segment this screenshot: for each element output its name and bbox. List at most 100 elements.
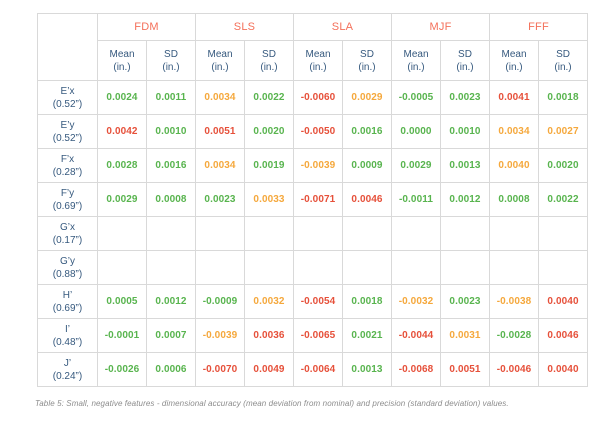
data-cell: 0.0011 <box>146 80 196 115</box>
mean-label: Mean <box>207 48 233 60</box>
table-row: E’y (0.52”) 0.0042 0.0010 0.0051 0.0020 -0.005… <box>37 114 589 149</box>
data-cell: 0.0023 <box>439 284 491 319</box>
row-label: E’y (0.52”) <box>37 114 98 149</box>
unit-label: (in.) <box>113 61 131 73</box>
data-cell <box>342 216 392 251</box>
data-cell <box>195 250 245 285</box>
data-cell: 0.0018 <box>538 80 589 115</box>
data-cell: 0.0041 <box>489 80 540 115</box>
unit-label: (in.) <box>505 61 523 73</box>
data-cell <box>489 250 540 285</box>
data-cell <box>538 216 589 251</box>
data-cell: 0.0000 <box>391 114 441 149</box>
feature-size: (0.69”) <box>52 302 83 314</box>
data-cell: 0.0029 <box>391 148 441 183</box>
mean-header: Mean (in.) <box>97 40 147 81</box>
feature-name: I’ <box>65 323 70 335</box>
data-cell: 0.0018 <box>342 284 392 319</box>
table-body: E’x (0.52”) 0.0024 0.0011 0.0034 0.0022 -0.006… <box>37 80 589 387</box>
unit-label: (in.) <box>456 61 474 73</box>
data-cell: -0.0038 <box>489 284 540 319</box>
data-cell: 0.0029 <box>97 182 147 217</box>
data-cell <box>146 250 196 285</box>
data-cell: 0.0013 <box>342 352 392 387</box>
feature-size: (0.48”) <box>52 336 83 348</box>
row-label: J’ (0.24”) <box>37 352 98 387</box>
mean-label: Mean <box>403 48 429 60</box>
row-label: H’ (0.69”) <box>37 284 98 319</box>
column-group-fff: FFF <box>489 13 589 41</box>
feature-name: F’x <box>60 153 75 165</box>
table-row: I’ (0.48”) -0.0001 0.0007 -0.0039 0.0036 -0.00… <box>37 318 589 353</box>
feature-name: E’x <box>60 85 75 97</box>
data-cell: -0.0070 <box>195 352 245 387</box>
data-cell: 0.0046 <box>538 318 589 353</box>
table-row: J’ (0.24”) -0.0026 0.0006 -0.0070 0.0049 -0.00… <box>37 352 589 387</box>
data-cell <box>244 216 294 251</box>
data-cell: -0.0044 <box>391 318 441 353</box>
data-cell: -0.0050 <box>293 114 343 149</box>
column-group-sls: SLS <box>195 13 294 41</box>
table-row: F’y (0.69”) 0.0029 0.0008 0.0023 0.0033 -0.007… <box>37 182 589 217</box>
unit-label: (in.) <box>407 61 425 73</box>
unit-label: (in.) <box>211 61 229 73</box>
column-group-mjf: MJF <box>390 13 491 41</box>
sd-label: SD <box>360 48 374 60</box>
mean-header: Mean (in.) <box>293 40 343 81</box>
data-cell: 0.0012 <box>146 284 196 319</box>
feature-name: J’ <box>63 357 72 369</box>
row-label: F’x (0.28”) <box>37 148 98 183</box>
feature-size: (0.69”) <box>52 200 83 212</box>
data-cell: 0.0022 <box>538 182 589 217</box>
data-cell: -0.0064 <box>293 352 343 387</box>
data-cell: -0.0028 <box>489 318 540 353</box>
data-cell <box>439 216 491 251</box>
data-cell: -0.0001 <box>97 318 147 353</box>
mean-header: Mean (in.) <box>195 40 245 81</box>
unit-label: (in.) <box>309 61 327 73</box>
data-cell: 0.0012 <box>439 182 491 217</box>
data-cell: 0.0051 <box>439 352 491 387</box>
data-cell: 0.0008 <box>146 182 196 217</box>
data-cell <box>195 216 245 251</box>
feature-name: F’y <box>60 187 75 199</box>
data-cell <box>244 250 294 285</box>
data-cell: 0.0022 <box>244 80 294 115</box>
data-cell <box>489 216 540 251</box>
data-cell: -0.0032 <box>391 284 441 319</box>
data-cell: 0.0042 <box>97 114 147 149</box>
data-cell: -0.0009 <box>195 284 245 319</box>
data-cell: 0.0005 <box>97 284 147 319</box>
data-cell: 0.0034 <box>195 148 245 183</box>
data-cell: 0.0046 <box>342 182 392 217</box>
table-row: F’x (0.28”) 0.0028 0.0016 0.0034 0.0019 -0.003… <box>37 148 589 183</box>
data-cell: 0.0006 <box>146 352 196 387</box>
mean-header: Mean (in.) <box>391 40 441 81</box>
data-cell: -0.0039 <box>195 318 245 353</box>
data-cell: 0.0027 <box>538 114 589 149</box>
unit-label: (in.) <box>260 61 278 73</box>
unit-label: (in.) <box>358 61 376 73</box>
feature-size: (0.24”) <box>52 370 83 382</box>
feature-size: (0.28”) <box>52 166 83 178</box>
data-cell: -0.0054 <box>293 284 343 319</box>
row-label: F’y (0.69”) <box>37 182 98 217</box>
feature-size: (0.88”) <box>52 268 83 280</box>
feature-size: (0.52”) <box>52 132 83 144</box>
column-group-fdm: FDM <box>97 13 196 41</box>
data-cell: -0.0039 <box>293 148 343 183</box>
feature-size: (0.17”) <box>52 234 83 246</box>
data-cell: 0.0051 <box>195 114 245 149</box>
data-cell: 0.0020 <box>538 148 589 183</box>
data-cell: 0.0024 <box>97 80 147 115</box>
mean-label: Mean <box>109 48 135 60</box>
data-cell <box>538 250 589 285</box>
feature-name: G’y <box>60 255 75 267</box>
feature-name: H’ <box>62 289 73 301</box>
data-cell: 0.0010 <box>439 114 491 149</box>
data-cell: 0.0023 <box>195 182 245 217</box>
data-cell: -0.0065 <box>293 318 343 353</box>
row-label: G’x (0.17”) <box>37 216 98 251</box>
table-caption: Table 5: Small, negative features - dime… <box>35 399 509 408</box>
data-cell: -0.0011 <box>391 182 441 217</box>
